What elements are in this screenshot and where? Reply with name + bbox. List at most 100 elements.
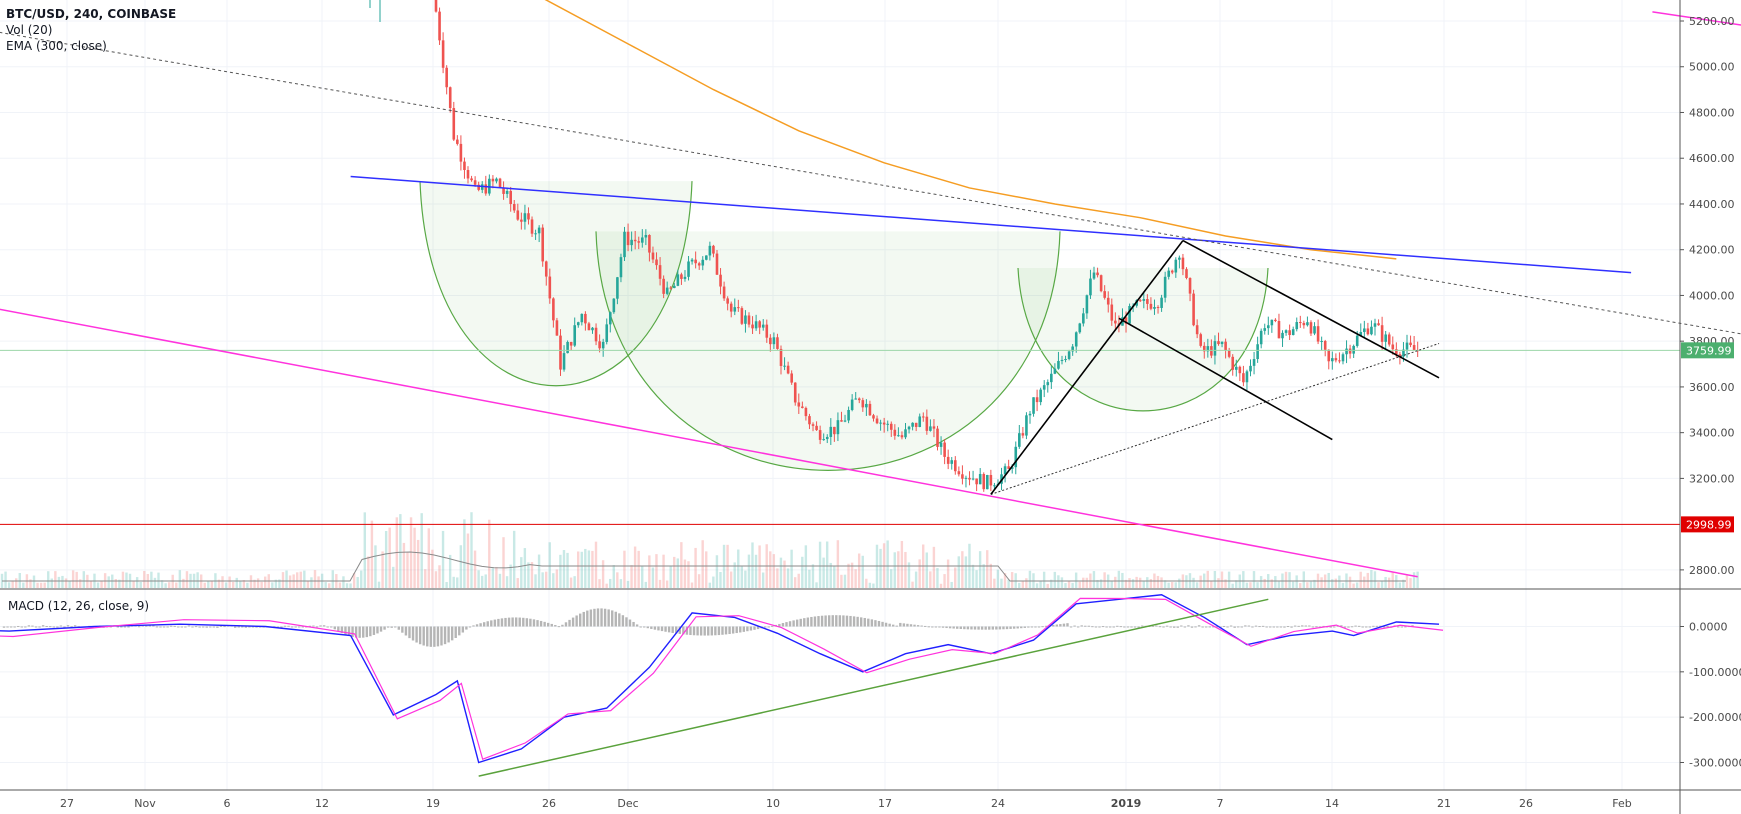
candle-body [687,261,690,277]
volume-bar [1092,571,1096,588]
volume-bar [648,555,651,588]
candle-body [470,178,473,181]
candle-body [1234,366,1238,370]
macd-histogram-bar [283,625,287,627]
candle-body [1327,349,1331,362]
ema-study-label[interactable]: EMA (300, close) [6,39,107,53]
volume-bar [1018,582,1021,588]
macd-histogram-bar [433,626,436,647]
volume-bar [1398,582,1402,588]
macd-histogram-bar [941,626,945,628]
candle-body [1224,341,1227,351]
volume-bar [918,559,921,588]
macd-histogram-bar [351,626,354,637]
macd-histogram-bar [749,626,753,631]
candle-body [1348,348,1352,354]
volume-bar [210,581,214,588]
volume-bar [1277,581,1281,588]
volume-bar [857,553,861,588]
candle-body [840,420,843,422]
candle-body [1003,466,1007,475]
macd-axis-label: -300.0000 [1689,756,1741,769]
candle-body [893,429,897,436]
macd-histogram-bar [1382,626,1386,628]
volume-bar [160,580,164,588]
volume-bar [1163,580,1167,588]
macd-histogram-bar [870,619,874,627]
macd-histogram-bar [835,615,838,627]
macd-histogram-bar [1215,626,1219,628]
candle-body [868,403,872,416]
candle-body [1288,330,1291,336]
macd-histogram-bar [1233,626,1236,628]
macd-histogram-bar [56,626,59,628]
volume-bar [1096,579,1099,588]
symbol-label[interactable]: BTC/USD, 240, COINBASE [6,7,177,21]
candle-body [1188,278,1192,294]
macd-histogram-bar [1375,625,1379,627]
volume-bar [566,552,569,588]
macd-histogram-bar [1066,623,1069,627]
macd-histogram-bar [9,626,13,628]
candle-body [580,313,584,323]
candle-body [921,416,925,418]
candle-body [889,423,893,430]
macd-histogram-bar [486,621,489,627]
macd-histogram-bar [966,626,970,630]
volume-bar [786,568,790,588]
volume-bar [1121,572,1124,588]
candle-body [822,439,825,441]
macd-histogram-bar [948,626,952,629]
macd-legend[interactable]: MACD (12, 26, close, 9) [8,598,149,614]
candle-body [1302,322,1306,326]
time-axis-label: Dec [617,797,638,810]
volume-bar [843,574,847,588]
macd-histogram-bar [849,615,852,627]
macd-histogram-bar [6,626,9,628]
volume-bar [299,571,302,588]
volume-bar [708,582,712,588]
candle-body [747,315,751,325]
volume-bar [1405,574,1409,588]
candle-body [1405,342,1409,350]
volume-bar [779,557,783,588]
candle-body [1249,365,1252,372]
volume-bar [619,579,623,588]
price-axis-label: 3200.00 [1689,472,1735,485]
candle-body [758,321,761,328]
macd-histogram-bar [1322,625,1325,627]
candle-body [744,315,747,324]
macd-histogram-bar [1205,626,1208,628]
volume-bar [825,541,829,588]
macd-histogram-bar [426,626,429,647]
candle-body [438,11,441,41]
candle-body [1153,307,1156,309]
volume-bar [477,570,480,588]
volume-bar [669,565,672,588]
candle-body [1355,335,1359,346]
time-axis-label: 19 [426,797,440,810]
macd-histogram-bar [586,610,589,627]
macd-histogram-bar [1002,626,1005,630]
volume-bar [356,576,359,588]
candle-body [911,422,914,427]
volume-bar [32,575,36,588]
macd-histogram-bar [721,626,724,635]
macd-histogram-bar [1155,625,1158,627]
macd-histogram-bar [1158,626,1162,628]
volume-bar [559,554,562,588]
volume-bar [804,545,808,588]
volume-study-label[interactable]: Vol (20) [6,23,53,37]
macd-histogram-bar [877,620,881,627]
macd-histogram-bar [1101,626,1105,628]
volume-bar [509,564,512,588]
volume-bar [594,541,598,588]
candle-body [1099,275,1103,292]
macd-study-label[interactable]: MACD (12, 26, close, 9) [8,599,150,613]
level-price-badge-bg [1681,516,1734,533]
macd-histogram-bar [635,624,639,627]
macd-histogram-bar [852,616,856,627]
volume-bar [929,571,932,588]
macd-histogram-bar [984,626,987,630]
